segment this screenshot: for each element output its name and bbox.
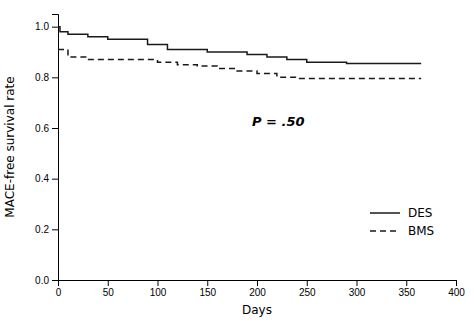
tick-label: 350 [398, 287, 415, 298]
tick-label: 300 [349, 287, 366, 298]
legend-swatch [370, 230, 400, 232]
legend-swatch [370, 212, 400, 214]
tick-label: 200 [249, 287, 266, 298]
tick: 0.0 [35, 275, 58, 286]
tick-mark [52, 128, 58, 129]
axis-line [59, 281, 457, 287]
tick: 200 [249, 280, 266, 298]
tick: 150 [199, 280, 216, 298]
tick-label: 150 [199, 287, 216, 298]
tick: 0.8 [35, 72, 58, 83]
legend: DES BMS [370, 206, 434, 238]
y-axis: 0.0 0.2 0.4 0.6 0.8 1.0 [35, 15, 58, 286]
series-line [58, 27, 421, 64]
chart: 0 50 100 150 200 250 300 350 400 0.0 0.2 0.4 0.6 0.8 1… [0, 0, 474, 322]
tick: 400 [448, 280, 465, 298]
tick: 0 [56, 280, 62, 298]
tick: 1.0 [35, 21, 58, 32]
tick-mark [52, 77, 58, 78]
tick-mark [357, 280, 358, 286]
tick-mark [257, 280, 258, 286]
tick-label: 0.4 [35, 173, 49, 184]
tick-label: 1.0 [35, 21, 49, 32]
tick: 0.6 [35, 123, 58, 134]
tick: 350 [398, 280, 415, 298]
legend-label: DES [408, 206, 432, 220]
tick: 0.4 [35, 173, 58, 184]
tick-mark [52, 27, 58, 28]
tick: 250 [299, 280, 316, 298]
tick-mark [52, 280, 58, 281]
tick-label: 250 [299, 287, 316, 298]
tick-label: 0 [56, 287, 62, 298]
tick: 50 [103, 280, 115, 298]
tick-label: 0.0 [35, 275, 49, 286]
legend-item: BMS [370, 224, 434, 238]
tick-mark [307, 280, 308, 286]
tick-mark [158, 280, 159, 286]
tick-label: 0.2 [35, 224, 49, 235]
tick-mark [108, 280, 109, 286]
x-axis: 0 50 100 150 200 250 300 350 400 [56, 280, 466, 298]
tick-label: 0.6 [35, 123, 49, 134]
tick-label: 50 [103, 287, 115, 298]
tick: 300 [349, 280, 366, 298]
tick-label: 0.8 [35, 72, 49, 83]
tick-mark [52, 229, 58, 230]
x-axis-title: Days [242, 303, 272, 317]
y-axis-title: MACE-free survival rate [3, 76, 17, 217]
axis-line [52, 15, 59, 281]
tick-label: 400 [448, 287, 465, 298]
tick: 100 [150, 280, 167, 298]
plot: 0 50 100 150 200 250 300 350 400 0.0 0.2 0.4 0.6 0.8 1… [35, 15, 465, 299]
legend-item: DES [370, 206, 432, 220]
tick-mark [406, 280, 407, 286]
tick-mark [456, 280, 457, 286]
series-group [58, 27, 421, 79]
tick-label: 100 [150, 287, 167, 298]
tick-mark [52, 179, 58, 180]
tick: 0.2 [35, 224, 58, 235]
legend-label: BMS [408, 224, 434, 238]
series-line [58, 49, 421, 78]
tick-mark [207, 280, 208, 286]
annotation: P = .50 [252, 114, 305, 129]
